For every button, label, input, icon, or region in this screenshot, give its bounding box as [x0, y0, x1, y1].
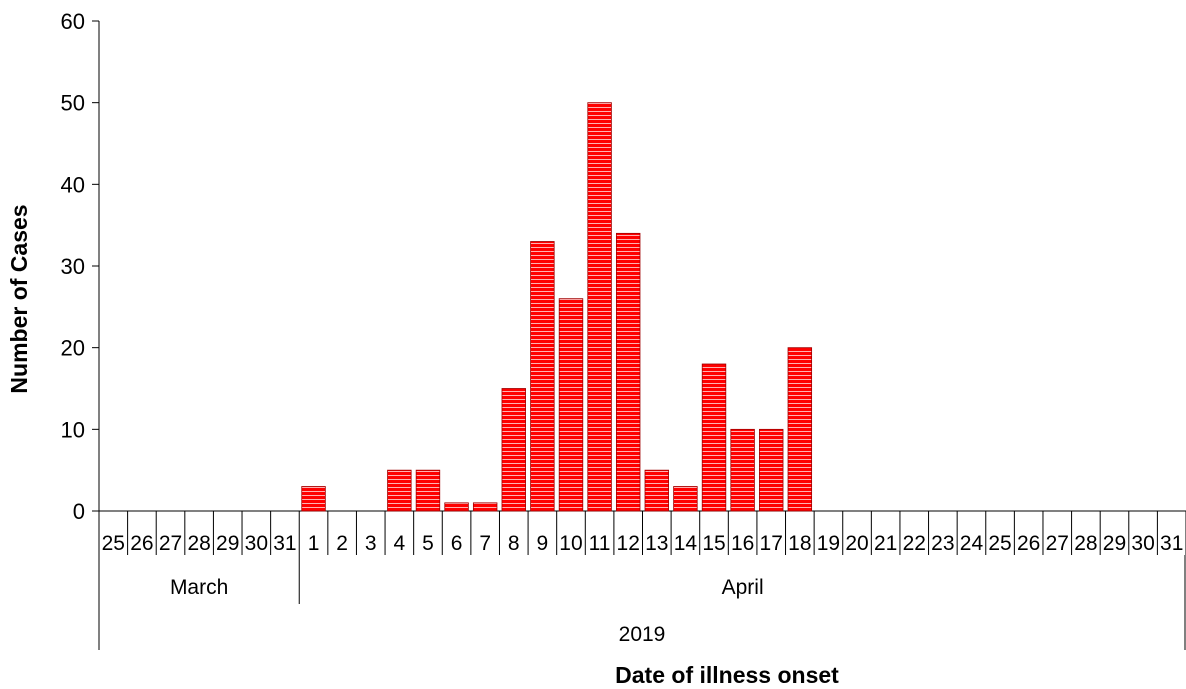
bar [644, 469, 670, 512]
bar [301, 486, 326, 512]
x-tick-label: 5 [422, 532, 434, 555]
x-tick-label: 12 [617, 532, 640, 555]
bar [415, 469, 441, 512]
x-tick-label: 13 [645, 532, 668, 555]
x-tick-label: 8 [508, 532, 520, 555]
bar [759, 428, 784, 512]
x-tick-label: 20 [845, 532, 868, 555]
x-tick-label: 18 [788, 532, 811, 555]
x-tick-label: 4 [394, 532, 406, 555]
x-tick-label: 6 [451, 532, 463, 555]
bar [587, 102, 612, 512]
bar [387, 469, 412, 512]
x-tick-label: 31 [1160, 532, 1183, 555]
x-axis-title: Date of illness onset [615, 662, 839, 688]
bar [701, 363, 727, 512]
x-tick-label: 16 [731, 532, 754, 555]
x-tick-label: 24 [960, 532, 984, 555]
x-tick-label: 3 [365, 532, 377, 555]
bar [444, 502, 469, 512]
x-tick-label: 27 [1046, 532, 1069, 555]
y-tick-label: 10 [61, 417, 85, 442]
x-tick-label: 28 [187, 532, 210, 555]
x-tick-label: 1 [308, 532, 320, 555]
y-tick-label: 60 [61, 9, 85, 34]
x-tick-label: 10 [559, 532, 582, 555]
x-tick-label: 17 [760, 532, 783, 555]
x-tick-label: 25 [988, 532, 1011, 555]
bar [530, 241, 555, 512]
bar [615, 232, 641, 512]
x-tick-label: 30 [245, 532, 268, 555]
year-label: 2019 [619, 623, 666, 646]
x-tick-label: 25 [102, 532, 125, 555]
bar [501, 388, 526, 512]
x-tick-label: 11 [589, 532, 611, 555]
x-tick-label: 26 [1017, 532, 1040, 555]
x-tick-label: 29 [216, 532, 239, 555]
x-tick-label: 26 [130, 532, 153, 555]
x-tick-label: 2 [336, 532, 348, 555]
y-tick-label: 0 [73, 499, 85, 524]
y-tick-label: 20 [61, 336, 85, 361]
month-label: April [722, 576, 764, 599]
bar [558, 298, 584, 512]
bar [472, 502, 498, 512]
x-tick-label: 19 [817, 532, 840, 555]
month-label: March [170, 576, 228, 599]
bar [787, 347, 813, 512]
y-axis-title: Number of Cases [6, 204, 32, 393]
x-tick-label: 9 [537, 532, 549, 555]
x-tick-label: 29 [1103, 532, 1126, 555]
bar [673, 486, 698, 512]
x-tick-label: 23 [931, 532, 954, 555]
y-tick-label: 30 [61, 254, 85, 279]
bar [730, 428, 755, 512]
y-tick-label: 50 [61, 91, 85, 116]
x-tick-label: 27 [159, 532, 182, 555]
x-tick-label: 28 [1074, 532, 1097, 555]
x-tick-label: 21 [874, 532, 897, 555]
x-tick-label: 15 [702, 532, 725, 555]
x-tick-label: 31 [273, 532, 296, 555]
y-tick-label: 40 [61, 172, 85, 197]
x-tick-label: 22 [903, 532, 926, 555]
x-tick-label: 7 [479, 532, 491, 555]
x-tick-label: 14 [674, 532, 698, 555]
x-tick-label: 30 [1131, 532, 1154, 555]
